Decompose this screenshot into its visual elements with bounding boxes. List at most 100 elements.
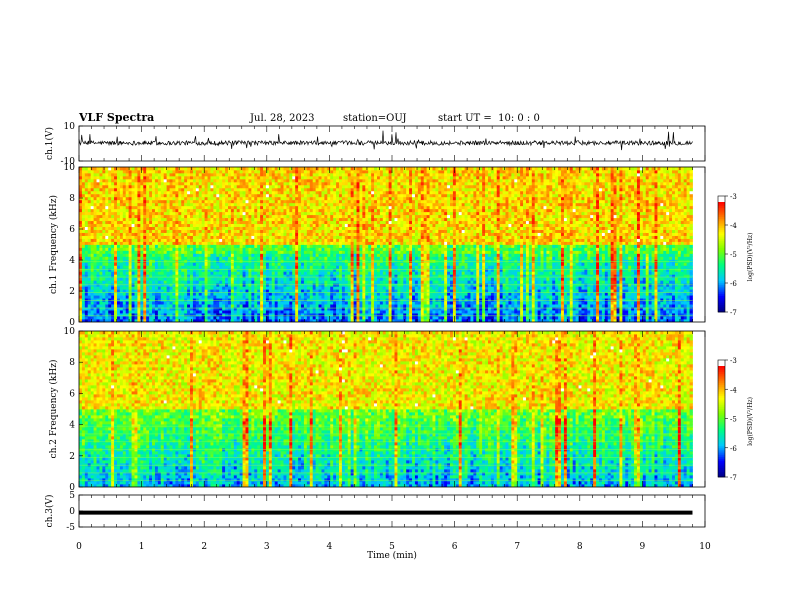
ch1-spectrogram-colorbar-tick-label: -5 — [730, 251, 737, 259]
ch1-spectrogram-colorbar-cell — [718, 246, 725, 249]
ch1-spectrogram-colorbar-cell — [718, 286, 725, 289]
ch2-spectrogram-colorbar-tick-label: -7 — [730, 474, 737, 482]
ch2-spectrogram-colorbar-tick-label: -5 — [730, 416, 737, 424]
date-label: Jul. 28, 2023 — [250, 113, 315, 124]
ch1-spectrogram-colorbar-cell — [718, 269, 725, 273]
ch2-spectrogram-colorbar-cell — [718, 440, 725, 443]
ch1-spectrogram-colorbar-cell — [718, 227, 725, 230]
ch2-spectrogram-colorbar-cell — [718, 449, 725, 452]
ch2-spectrogram-colorbar-cell — [718, 438, 725, 441]
ch1-spectrogram-colorbar-cell — [718, 213, 725, 216]
ch2-spectrogram-colorbar-cell — [718, 462, 725, 465]
ch1-spectrogram-ytick-label: 6 — [69, 225, 75, 235]
ch2-spectrogram-ytick-label: 0 — [69, 483, 75, 493]
ch2-spectrogram-colorbar-cell — [718, 452, 725, 456]
ch2-spectrogram-ytick-label: 4 — [69, 421, 75, 431]
ch1-spectrogram-colorbar-cell — [718, 211, 725, 214]
ch2-spectrogram-colorbar-cell — [718, 386, 725, 389]
ch2-spectrogram-colorbar-label: log(PSD)(V²/Hz) — [747, 397, 754, 446]
ch2-spectrogram-colorbar-cell — [718, 430, 725, 433]
ch2-spectrogram-colorbar-tick-label: -3 — [730, 357, 737, 365]
ch2-spectrogram-colorbar-cell — [718, 421, 725, 424]
ch1-spectrogram-colorbar-cell — [718, 308, 725, 311]
ch2-spectrogram-ytick-label: 8 — [69, 358, 75, 368]
ch1-spectrogram-colorbar-cell — [718, 222, 725, 225]
ch1-spectrogram-colorbar-cell — [718, 251, 725, 254]
ch1-spectrogram-colorbar-cell — [718, 262, 725, 265]
ch2-spectrogram-colorbar-cell — [718, 451, 725, 454]
x-axis-label: Time (min) — [367, 550, 417, 561]
ch2-spectrogram-colorbar-cell — [718, 423, 725, 426]
ch1-spectrogram-colorbar-cell — [718, 284, 725, 287]
ch1-spectrogram-colorbar-cell — [718, 310, 725, 313]
ch2-spectrogram-colorbar-cell — [718, 378, 725, 382]
ch2-spectrogram-colorbar-cap — [718, 360, 725, 366]
x-tick-label: 3 — [264, 542, 270, 552]
start-time-label: start UT = 10: 0 : 0 — [438, 113, 540, 124]
ch1-spectrogram-colorbar-cell — [718, 280, 725, 284]
ch1-spectrogram-colorbar-cell — [718, 203, 725, 207]
ch1-spectrogram-colorbar-cell — [718, 207, 725, 210]
ch1-spectrogram-colorbar-cell — [718, 266, 725, 269]
ch1-spectrogram-colorbar-cell — [718, 220, 725, 223]
ch1-waveform-line — [78, 130, 693, 151]
ch2-spectrogram-colorbar-cell — [718, 384, 725, 387]
ch2-spectrogram-colorbar-cell — [718, 369, 725, 372]
ch1-spectrogram-colorbar-cell — [718, 295, 725, 298]
ch1-spectrogram-colorbar-tick-label: -7 — [730, 309, 737, 317]
ch3-ylabel: ch.3(V) — [44, 495, 55, 528]
ch1-spectrogram-colorbar-label: log(PSD)(V²/Hz) — [747, 233, 754, 282]
ch1-spectrogram-colorbar-cell — [718, 271, 725, 274]
ch1-spectrogram-colorbar-cell — [718, 249, 725, 252]
ch2-spectrogram-colorbar-cell — [718, 395, 725, 398]
x-tick-label: 9 — [640, 542, 646, 552]
ch1-spectrogram-colorbar-cell — [718, 273, 725, 276]
ch2-spectrogram-colorbar-cell — [718, 432, 725, 435]
ch1-spectrogram-colorbar-cell — [718, 277, 725, 280]
ch1-spectrogram-colorbar-cell — [718, 202, 725, 205]
ch2-spectrogram-ytick-label: 10 — [64, 327, 76, 337]
ch2-spectrogram-colorbar-cell — [718, 412, 725, 415]
ch1-spectrogram-colorbar-cell — [718, 240, 725, 243]
ch2-spectrogram-colorbar-cell — [718, 380, 725, 384]
ch2-spectrogram-colorbar-cell — [718, 465, 725, 469]
ch2-spectrogram-colorbar-cell — [718, 393, 725, 396]
ch1-spectrogram-colorbar-cell — [718, 205, 725, 208]
ch2-spectrogram-colorbar-cell — [718, 373, 725, 376]
ch1-spectrogram-colorbar-cell — [718, 224, 725, 227]
ch2-spectrogram-colorbar-cell — [718, 417, 725, 421]
ch1-spectrogram-colorbar-tick-label: -3 — [730, 193, 737, 201]
ch1-ylabel: ch.1(V) — [44, 127, 55, 160]
ch1-spectrogram-colorbar-cell — [718, 304, 725, 307]
ch1-spectrogram-colorbar-cell — [718, 291, 725, 295]
ch1-spectrogram-colorbar-cell — [718, 253, 725, 256]
ch1-spectrogram-colorbar-cell — [718, 244, 725, 247]
x-tick-label: 8 — [577, 542, 583, 552]
ch2-spectrogram-ytick-label: 6 — [69, 389, 75, 399]
ch2-spectrogram-colorbar-cell — [718, 460, 725, 463]
ch1-spectrogram-colorbar-tick-label: -6 — [730, 280, 737, 288]
x-tick-label: 6 — [452, 542, 458, 552]
ch3-ytick-label: -5 — [66, 523, 75, 533]
ch2-spectrogram-ytick-label: 2 — [69, 452, 75, 462]
ch1-spectrogram-colorbar-tick-label: -4 — [730, 222, 737, 230]
ch1-spectrogram-colorbar-cell — [718, 301, 725, 304]
ch1-spectrogram-colorbar-cell — [718, 290, 725, 293]
ch1-spectrogram-ylabel: ch.1 Frequency (kHz) — [48, 195, 59, 294]
ch2-spectrogram-colorbar-cell — [718, 469, 725, 472]
ch1-spectrogram-colorbar-cell — [718, 238, 725, 241]
ch2-spectrogram-colorbar-cell — [718, 403, 725, 406]
ch1-spectrogram-colorbar-cell — [718, 306, 725, 309]
ch1-spectrogram-colorbar-cell — [718, 216, 725, 219]
ch1-spectrogram-ytick-label: 2 — [69, 287, 75, 297]
ch1-spectrogram-ytick-label: 4 — [69, 256, 75, 266]
ch2-spectrogram-colorbar-cell — [718, 371, 725, 374]
ch1-spectrogram-colorbar-cell — [718, 279, 725, 282]
ch1-spectrogram-colorbar-cell — [718, 236, 725, 240]
ch1-spectrogram-colorbar-cell — [718, 282, 725, 285]
ch2-spectrogram-colorbar-cell — [718, 397, 725, 400]
ch1-spectrogram-colorbar-cell — [718, 288, 725, 291]
ch1-spectrogram-colorbar-cell — [718, 302, 725, 306]
ch2-spectrogram-colorbar-cell — [718, 366, 725, 369]
